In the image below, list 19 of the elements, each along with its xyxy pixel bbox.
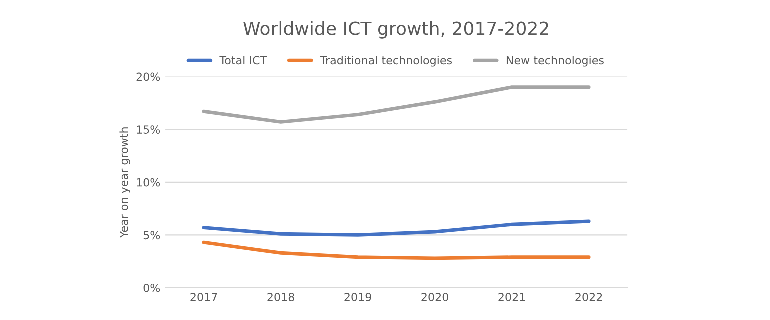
x-tick-label: 2017 bbox=[190, 293, 218, 302]
y-tick-label: 10% bbox=[137, 178, 160, 187]
legend-label: Traditional technologies bbox=[320, 56, 452, 67]
line-series bbox=[202, 220, 591, 237]
legend-label: New technologies bbox=[506, 56, 604, 67]
y-tick-label: 0% bbox=[144, 284, 160, 292]
x-tick-label: 2020 bbox=[422, 293, 448, 302]
chart-title: Worldwide ICT growth, 2017-2022 bbox=[244, 21, 548, 39]
y-tick-label: 5% bbox=[144, 231, 160, 240]
y-axis-title: Year on year growth bbox=[120, 128, 130, 238]
legend-label: Total ICT bbox=[220, 56, 268, 65]
x-tick-label: 2018 bbox=[268, 293, 294, 302]
y-tick-label: 20% bbox=[136, 72, 160, 82]
x-tick-label: 2021 bbox=[498, 293, 526, 302]
x-tick-label: 2022 bbox=[576, 293, 602, 302]
line-series bbox=[202, 240, 591, 260]
line-series bbox=[202, 86, 591, 124]
y-tick-label: 15% bbox=[137, 126, 160, 134]
x-tick-label: 2019 bbox=[344, 293, 372, 302]
